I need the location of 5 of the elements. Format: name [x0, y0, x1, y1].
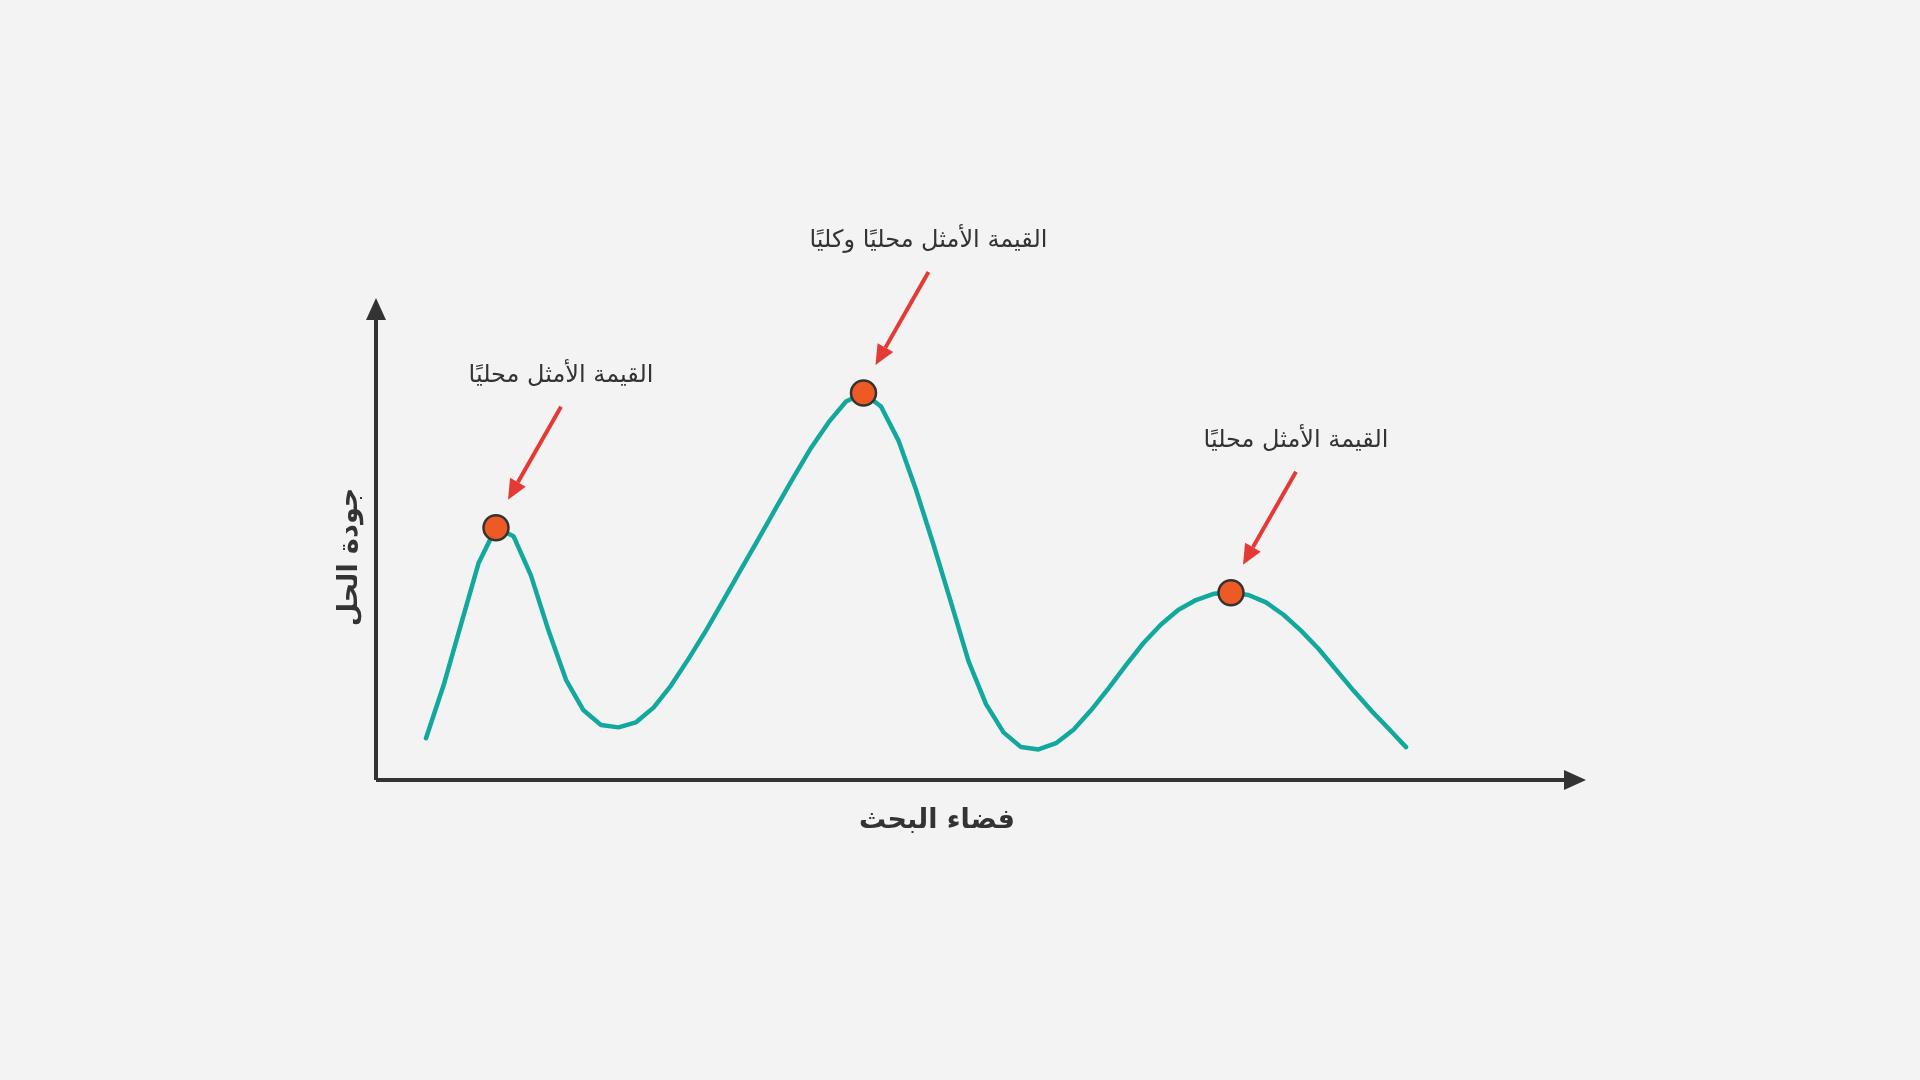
x-axis-title: فضاء البحث — [858, 803, 1016, 834]
text: القيمة الأمثل محليًا — [468, 358, 654, 388]
annotation: القيمة الأمثل محليًا — [1203, 423, 1389, 453]
y-axis-title: جودة الحل — [332, 487, 364, 627]
text: القيمة الأمثل محليًا وكليًا — [809, 224, 1048, 253]
